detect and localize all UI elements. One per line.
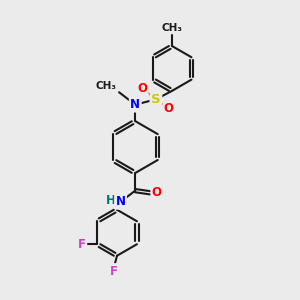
Text: S: S xyxy=(151,93,161,106)
Text: CH₃: CH₃ xyxy=(96,80,117,91)
Text: N: N xyxy=(116,195,126,208)
Text: O: O xyxy=(137,82,147,95)
Text: F: F xyxy=(110,265,118,278)
Text: O: O xyxy=(164,102,174,115)
Text: F: F xyxy=(78,238,86,251)
Text: CH₃: CH₃ xyxy=(162,23,183,33)
Text: H: H xyxy=(106,194,116,207)
Text: O: O xyxy=(152,187,162,200)
Text: N: N xyxy=(130,98,140,111)
